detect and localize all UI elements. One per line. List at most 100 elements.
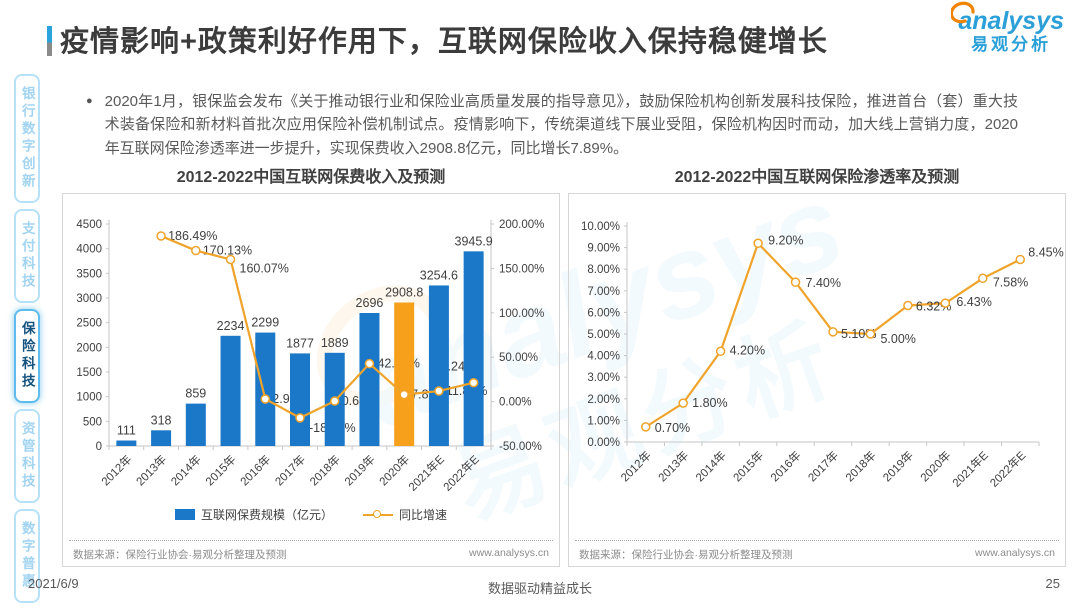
footer-date: 2021/6/9: [28, 576, 79, 591]
svg-text:6.43%: 6.43%: [956, 295, 991, 309]
website-label: www.analysys.cn: [975, 547, 1055, 559]
penetration-chart-title: 2012-2022中国互联网保险渗透率及预测: [674, 169, 960, 186]
logo-brand-cn-label: 易观分析: [971, 34, 1052, 54]
sidebar-item-2[interactable]: 支付科技: [14, 209, 40, 303]
svg-text:2013年: 2013年: [655, 448, 691, 484]
svg-text:150.00%: 150.00%: [499, 263, 544, 275]
svg-text:7.00%: 7.00%: [587, 286, 620, 298]
svg-text:1500: 1500: [76, 367, 102, 379]
svg-text:2012年: 2012年: [618, 448, 654, 484]
svg-text:2234: 2234: [217, 319, 245, 333]
summary-bullet: ● 2020年1月，银保监会发布《关于推动银行业和保险业高质量发展的指导意见》，…: [86, 90, 1018, 160]
svg-text:2017年: 2017年: [272, 452, 308, 488]
svg-text:6.00%: 6.00%: [587, 307, 620, 319]
penetration-chart-svg: 10.00% 9.00% 8.00% 7.00% 6.00% 5.00% 4.00% 3.00…: [581, 221, 1064, 490]
website-label: www.analysys.cn: [469, 547, 549, 559]
svg-text:2014年: 2014年: [168, 452, 204, 488]
svg-text:4.00%: 4.00%: [587, 351, 620, 363]
sidebar-item-1[interactable]: 银行数字创新: [14, 74, 40, 203]
svg-text:2500: 2500: [76, 318, 102, 330]
penetration-chart-panel: 10.00% 9.00% 8.00% 7.00% 6.00% 5.00% 4.00% 3.00…: [568, 193, 1066, 567]
svg-text:2018年: 2018年: [842, 448, 878, 484]
legend-bar-swatch: [174, 509, 195, 520]
svg-text:3254.6: 3254.6: [420, 268, 458, 282]
svg-text:2299: 2299: [251, 316, 279, 330]
svg-text:2022年E: 2022年E: [987, 448, 1029, 490]
svg-text:3.00%: 3.00%: [587, 372, 620, 384]
legend-line-swatch: [363, 509, 393, 518]
page-number: 25: [1045, 576, 1060, 591]
svg-text:1000: 1000: [76, 392, 102, 404]
svg-text:2020年: 2020年: [917, 448, 953, 484]
legend-label: 互联网保费规模（亿元）: [200, 508, 333, 522]
analysys-logo: analysys 易观分析: [951, 1, 1064, 54]
svg-text:100.00%: 100.00%: [499, 308, 544, 320]
svg-text:0.00%: 0.00%: [587, 437, 620, 449]
data-source-label: 数据来源：保险行业协会·易观分析整理及预测: [579, 549, 793, 561]
svg-text:1.80%: 1.80%: [692, 396, 727, 410]
svg-text:3945.9: 3945.9: [455, 234, 493, 248]
svg-text:2014年: 2014年: [693, 448, 729, 484]
svg-text:859: 859: [185, 387, 206, 401]
svg-text:2015年: 2015年: [730, 448, 766, 484]
svg-text:0: 0: [96, 441, 102, 453]
svg-text:2020年: 2020年: [376, 452, 412, 488]
premium-chart-section: 2012-2022中国互联网保费收入及预测 4500 4000 3500 3000 25…: [62, 163, 560, 567]
svg-text:9.00%: 9.00%: [587, 243, 620, 255]
sidebar-item-5[interactable]: 数字普惠: [14, 509, 40, 603]
source-row: 数据来源：保险行业协会·易观分析整理及预测 www.analysys.cn: [73, 547, 549, 562]
svg-text:2013年: 2013年: [133, 452, 169, 488]
divider: [575, 540, 1059, 541]
svg-text:318: 318: [151, 413, 172, 427]
svg-text:2908.8: 2908.8: [385, 285, 423, 299]
svg-text:1.00%: 1.00%: [587, 415, 620, 427]
svg-text:2016年: 2016年: [768, 448, 804, 484]
svg-text:200.00%: 200.00%: [499, 219, 544, 231]
svg-text:2000: 2000: [76, 342, 102, 354]
penetration-chart-section: 2012-2022中国互联网保险渗透率及预测 10.00% 9.00% 8.00% 7…: [568, 163, 1066, 567]
svg-text:500: 500: [83, 416, 102, 428]
svg-text:50.00%: 50.00%: [499, 352, 538, 364]
svg-text:2018年: 2018年: [307, 452, 343, 488]
svg-text:3000: 3000: [76, 293, 102, 305]
svg-text:5.00%: 5.00%: [880, 332, 915, 346]
svg-text:186.49%: 186.49%: [168, 229, 217, 243]
legend-label: 同比增速: [399, 508, 448, 522]
svg-text:0.00%: 0.00%: [499, 397, 532, 409]
svg-text:7.58%: 7.58%: [993, 275, 1028, 289]
svg-text:4500: 4500: [76, 219, 102, 231]
premium-chart-svg: 4500 4000 3500 3000 2500 2000 1500 1000 500 0 200.…: [76, 219, 544, 494]
svg-text:2019年: 2019年: [880, 448, 916, 484]
legend-item-1: 互联网保费规模（亿元）: [174, 506, 333, 523]
svg-text:3500: 3500: [76, 268, 102, 280]
svg-text:111: 111: [117, 424, 136, 438]
page-title: 疫情影响+政策利好作用下，互联网保险收入保持稳健增长: [60, 26, 828, 58]
sidebar-item-4[interactable]: 资管科技: [14, 409, 40, 503]
svg-text:2022年E: 2022年E: [440, 452, 482, 494]
premium-chart-panel: 4500 4000 3500 3000 2500 2000 1500 1000 500 0 200.…: [62, 193, 560, 567]
svg-text:160.07%: 160.07%: [240, 261, 289, 275]
svg-text:9.20%: 9.20%: [768, 233, 803, 247]
svg-text:7.40%: 7.40%: [806, 276, 841, 290]
data-source-label: 数据来源：保险行业协会·易观分析整理及预测: [73, 549, 287, 561]
svg-text:4000: 4000: [76, 244, 102, 256]
svg-text:2015年: 2015年: [203, 452, 239, 488]
sidebar-item-3[interactable]: 保险科技: [14, 309, 40, 403]
premium-chart-title: 2012-2022中国互联网保费收入及预测: [176, 169, 446, 186]
svg-text:2017年: 2017年: [805, 448, 841, 484]
svg-text:5.00%: 5.00%: [587, 329, 620, 341]
logo-brand-label: analysys: [958, 7, 1064, 35]
svg-text:2021年E: 2021年E: [949, 448, 991, 490]
svg-text:170.13%: 170.13%: [203, 244, 252, 258]
svg-text:2019年: 2019年: [341, 452, 377, 488]
svg-text:0.70%: 0.70%: [655, 421, 690, 435]
svg-text:1889: 1889: [321, 336, 349, 350]
svg-text:8.00%: 8.00%: [587, 264, 620, 276]
bullet-dot-icon: ●: [86, 95, 93, 107]
divider: [69, 540, 553, 541]
svg-text:2021年E: 2021年E: [405, 452, 447, 494]
summary-text: 2020年1月，银保监会发布《关于推动银行业和保险业高质量发展的指导意见》，鼓励…: [104, 93, 1018, 157]
premium-chart-legend: 互联网保费规模（亿元） 同比增速: [63, 506, 559, 523]
sidebar-nav: 银行数字创新支付科技保险科技资管科技数字普惠: [8, 74, 46, 603]
source-row: 数据来源：保险行业协会·易观分析整理及预测 www.analysys.cn: [579, 547, 1055, 562]
